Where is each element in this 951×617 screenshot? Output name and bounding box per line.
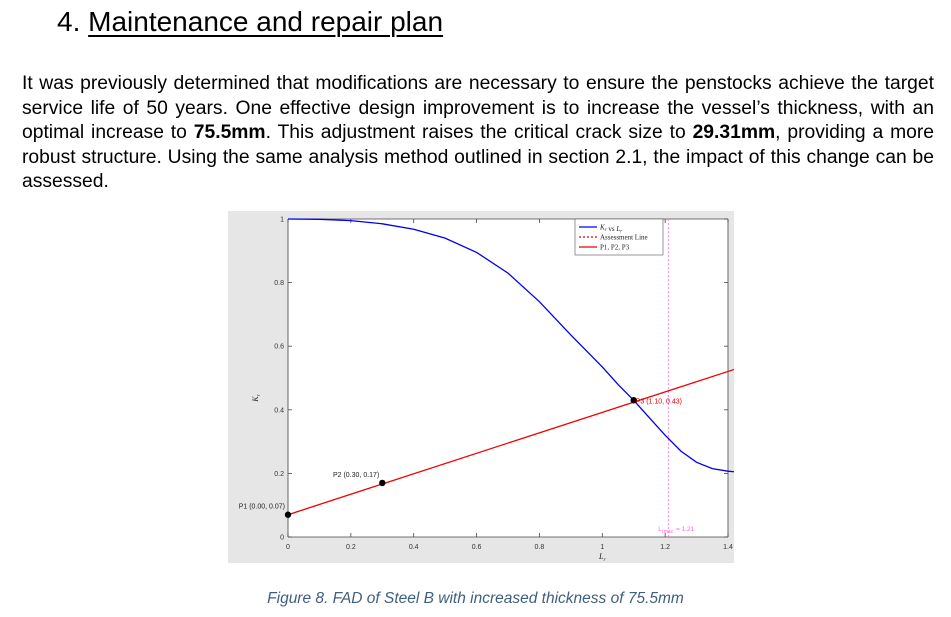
figure-caption: Figure 8. FAD of Steel B with increased … <box>267 590 684 607</box>
x-tick-label: 0 <box>286 544 290 551</box>
x-tick-label: 0.6 <box>472 544 482 551</box>
point-p1 <box>284 511 292 518</box>
x-tick-label: 0.4 <box>409 544 419 551</box>
point-label-p1: P1 (0.00, 0.07) <box>239 504 285 511</box>
point-p3 <box>630 397 637 404</box>
y-tick-label: 1 <box>280 217 284 224</box>
y-axis-label: Kr <box>251 393 262 402</box>
section-heading: 4. Maintenance and repair plan <box>57 6 443 38</box>
section-number: 4. <box>57 6 81 37</box>
body-paragraph: It was previously determined that modifi… <box>22 72 934 195</box>
paragraph-text-1: It was previously determined that modifi… <box>22 73 934 144</box>
x-tick-label: 0.2 <box>346 544 356 551</box>
point-label-p3: P3 (1.10, 0.43) <box>636 398 682 405</box>
thickness-value: 75.5mm <box>193 122 266 144</box>
paragraph-text-2: . This adjustment raises the critical cr… <box>265 122 693 144</box>
legend-assessment-label: Assessment Line <box>600 234 648 242</box>
x-tick-label: 1.2 <box>660 544 670 551</box>
y-tick-label: 0.2 <box>274 471 284 478</box>
section-title: Maintenance and repair plan <box>88 6 444 37</box>
paragraph-text-3: , providing a more robust structure. Usi… <box>22 122 935 193</box>
legend-fad-label: Kr vs Lr <box>599 224 622 235</box>
x-tick-label: 1 <box>600 544 604 551</box>
fad-curve <box>287 218 734 473</box>
y-tick-label: 0.8 <box>274 280 284 287</box>
assessment-line <box>287 368 734 516</box>
points-layer: P1 (0.00, 0.07) P2 (0.30, 0.17) P3 (1.10, … <box>239 397 682 518</box>
point-label-p2: P2 (0.30, 0.17) <box>333 472 379 479</box>
y-tick-label: 0 <box>280 535 284 542</box>
series-layer: Lrmax = 1.21 <box>287 218 734 537</box>
legend-box <box>574 218 664 256</box>
x-tick-label: 0.8 <box>535 544 545 551</box>
y-tick-label: 0.4 <box>274 407 284 414</box>
lrmax-label: Lrmax = 1.21 <box>658 526 694 535</box>
legend-points-label: P1, P2, P3 <box>600 244 630 252</box>
crack-size-value: 29.31mm <box>692 122 776 144</box>
x-axis-label: Lr <box>598 552 606 563</box>
plot-area <box>288 219 728 537</box>
x-tick-label: 1.4 <box>723 544 733 551</box>
y-tick-label: 0.6 <box>274 344 284 351</box>
point-p2 <box>379 479 386 487</box>
